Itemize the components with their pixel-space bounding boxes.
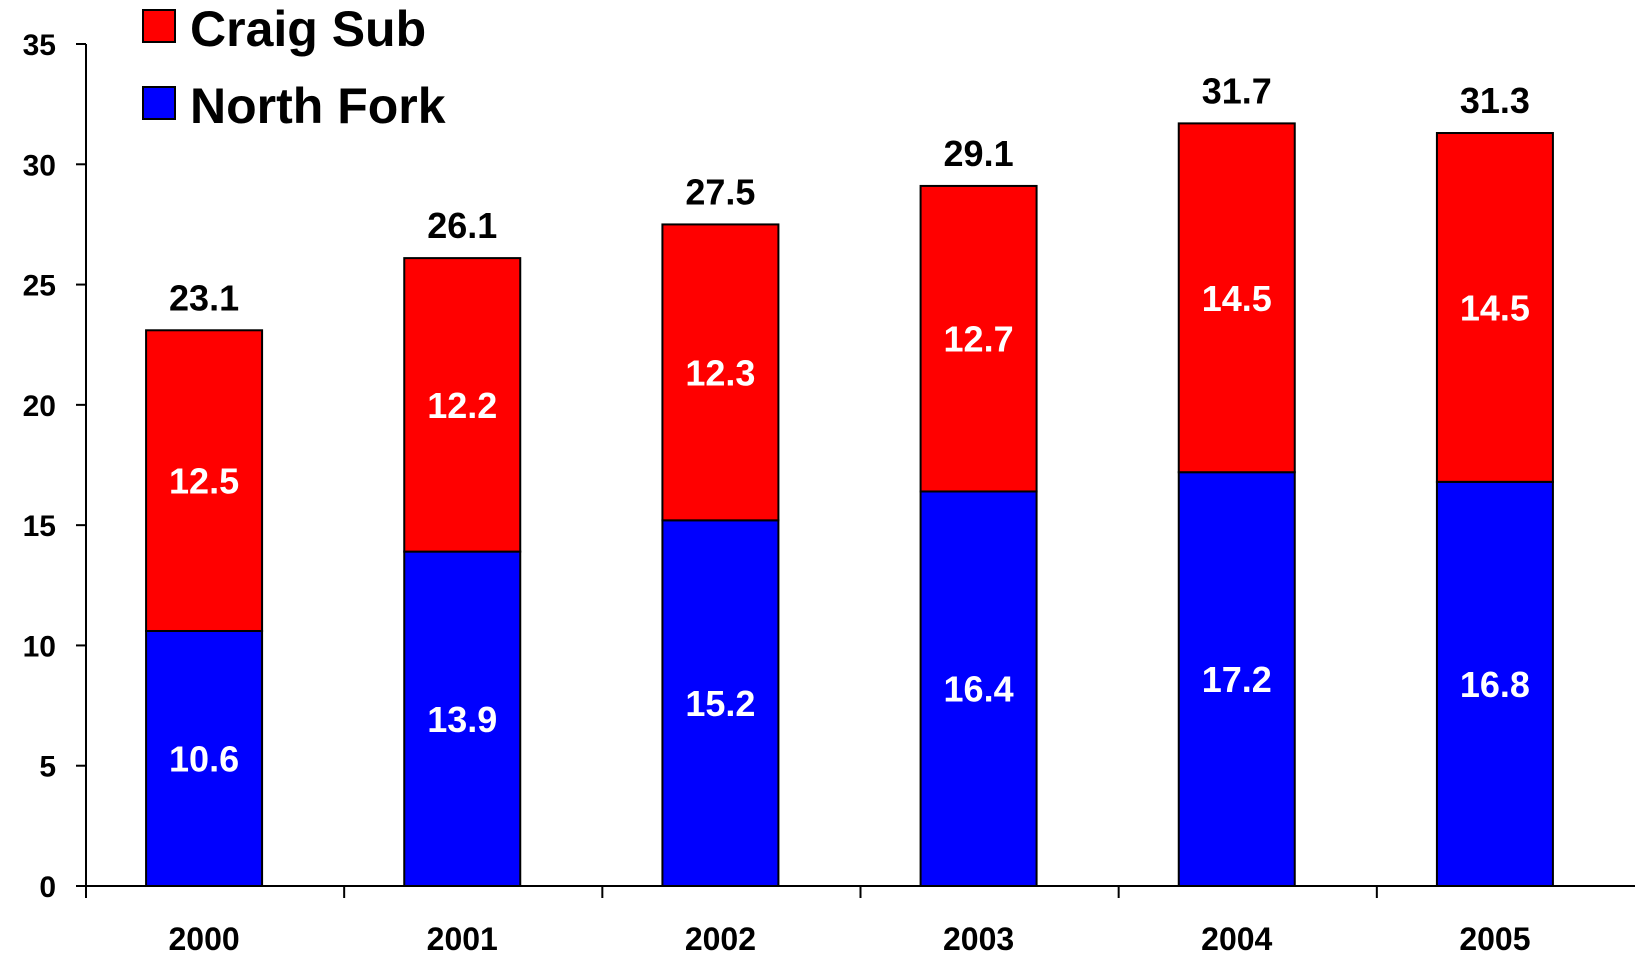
legend-label: Craig Sub bbox=[190, 1, 426, 57]
bar-segment-north-fork-2003 bbox=[919, 490, 1038, 887]
x-category-label: 2003 bbox=[943, 921, 1014, 957]
bar-segment-north-fork-2005 bbox=[1435, 480, 1554, 887]
y-tick-label: 10 bbox=[23, 630, 56, 663]
segment-value-label: 12.2 bbox=[427, 385, 497, 426]
total-value-label: 26.1 bbox=[427, 205, 497, 246]
y-axis: 0 5 10 15 20 25 30 35 bbox=[23, 29, 87, 904]
total-value-label: 31.3 bbox=[1460, 80, 1530, 121]
segment-value-label: 12.7 bbox=[944, 319, 1014, 360]
bar-segment-north-fork-2002 bbox=[661, 519, 780, 887]
y-tick-label: 15 bbox=[23, 510, 56, 543]
segment-value-label: 14.5 bbox=[1202, 278, 1272, 319]
segment-value-label: 17.2 bbox=[1202, 659, 1272, 700]
total-value-label: 27.5 bbox=[685, 171, 755, 212]
bar-segment-north-fork-2004 bbox=[1177, 471, 1296, 887]
total-value-label: 31.7 bbox=[1202, 70, 1272, 111]
bar-segment-craig-sub-2000 bbox=[145, 329, 264, 632]
segment-value-label: 13.9 bbox=[427, 699, 497, 740]
legend-swatch-north-fork bbox=[142, 86, 176, 120]
bar-segment-north-fork-2000 bbox=[145, 629, 264, 887]
y-tick-label: 25 bbox=[23, 270, 56, 303]
bar-segment-craig-sub-2001 bbox=[403, 257, 522, 553]
segment-value-label: 10.6 bbox=[169, 738, 239, 779]
segment-value-label: 15.2 bbox=[685, 683, 755, 724]
y-tick-label: 5 bbox=[39, 751, 56, 784]
bars bbox=[145, 122, 1554, 887]
segment-value-label: 14.5 bbox=[1460, 287, 1530, 328]
total-value-label: 23.1 bbox=[169, 277, 239, 318]
legend-swatch-craig-sub bbox=[142, 9, 176, 43]
bar-segment-craig-sub-2004 bbox=[1177, 122, 1296, 474]
x-category-label: 2001 bbox=[427, 921, 498, 957]
x-category-label: 2002 bbox=[685, 921, 756, 957]
bar-segment-north-fork-2001 bbox=[403, 550, 522, 887]
bar-segment-craig-sub-2003 bbox=[919, 184, 1038, 493]
segment-value-label: 16.8 bbox=[1460, 664, 1530, 705]
total-value-label: 29.1 bbox=[944, 133, 1014, 174]
segment-value-label: 12.3 bbox=[685, 352, 755, 393]
y-tick-label: 0 bbox=[39, 871, 56, 904]
chart-legend: Craig Sub North Fork bbox=[142, 1, 446, 134]
data-labels: 10.6 12.5 23.1 13.9 12.2 26.1 15.2 12.3 27.5 16.4… bbox=[169, 70, 1530, 779]
x-category-label: 2005 bbox=[1459, 921, 1530, 957]
legend-label: North Fork bbox=[190, 78, 446, 134]
y-tick-label: 30 bbox=[23, 149, 56, 182]
x-category-label: 2000 bbox=[168, 921, 239, 957]
bar-segment-craig-sub-2005 bbox=[1435, 132, 1554, 483]
x-category-label: 2004 bbox=[1201, 921, 1272, 957]
y-tick-label: 35 bbox=[23, 29, 56, 62]
bar-segment-craig-sub-2002 bbox=[661, 223, 780, 522]
segment-value-label: 12.5 bbox=[169, 461, 239, 502]
x-axis: 2000 2001 2002 2003 2004 2005 bbox=[85, 885, 1635, 957]
segment-value-label: 16.4 bbox=[944, 669, 1014, 710]
y-tick-label: 20 bbox=[23, 390, 56, 423]
